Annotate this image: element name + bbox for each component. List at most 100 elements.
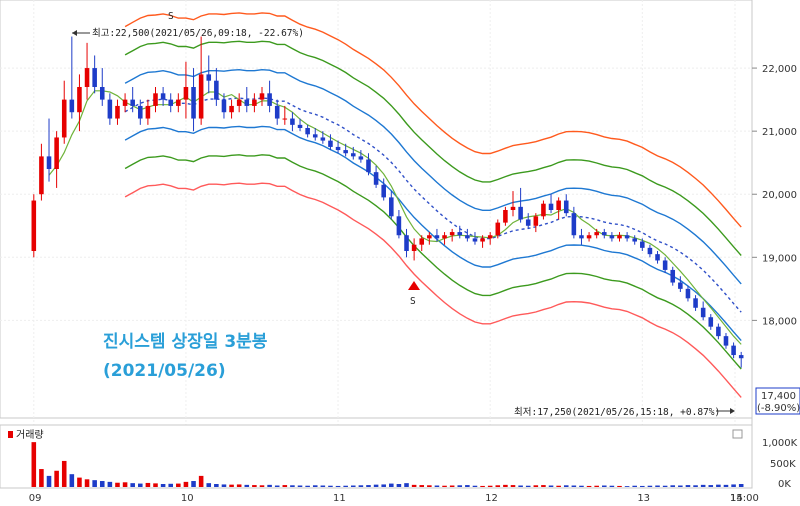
candle <box>77 74 82 132</box>
volume-bar <box>723 484 729 487</box>
volume-bar <box>579 485 584 487</box>
volume-bar <box>442 485 447 487</box>
band-upper-1 <box>124 68 742 285</box>
candle <box>525 213 531 229</box>
candle <box>381 178 386 201</box>
candle <box>373 165 379 188</box>
candle <box>221 93 227 119</box>
candle-body <box>411 244 417 251</box>
candle <box>472 232 478 245</box>
candle-body <box>480 238 485 242</box>
candle-body <box>328 140 333 147</box>
candle <box>427 232 432 245</box>
volume-bar <box>77 477 82 487</box>
volume-bar <box>434 485 440 487</box>
candle-body <box>153 93 158 106</box>
candle <box>61 80 67 144</box>
candle <box>69 36 75 119</box>
candle-body <box>168 99 173 106</box>
candle-body <box>738 355 744 359</box>
candle-body <box>693 298 698 308</box>
candle-body <box>274 105 280 119</box>
volume-bar <box>138 483 143 487</box>
volume-expand-icon[interactable] <box>732 429 743 439</box>
candle-body <box>541 203 546 217</box>
candle <box>487 232 493 245</box>
volume-bar <box>586 485 592 487</box>
candle-body <box>716 326 721 337</box>
volume-bar <box>297 485 303 487</box>
candle-body <box>320 137 326 141</box>
band-upper-2 <box>124 40 742 256</box>
candle-body <box>160 93 166 100</box>
candle-body <box>685 288 691 299</box>
candle <box>31 194 37 258</box>
candle-body <box>176 99 181 106</box>
candle-body <box>69 99 75 113</box>
volume-bar <box>487 485 493 487</box>
candle <box>670 266 676 286</box>
candle <box>586 232 592 242</box>
band-lower-2 <box>124 154 742 370</box>
volume-bar <box>662 485 668 487</box>
candle <box>252 93 257 113</box>
volume-bar <box>708 485 714 487</box>
candle-body <box>259 93 265 100</box>
candle-body <box>297 124 303 128</box>
candle-body <box>609 235 615 239</box>
candle <box>602 228 607 239</box>
volume-bar <box>465 485 470 487</box>
candle-body <box>571 213 577 236</box>
volume-bar <box>290 485 295 487</box>
volume-bar <box>525 485 531 487</box>
volume-bar <box>449 485 455 487</box>
volume-bar <box>343 485 348 487</box>
candle-body <box>700 307 706 318</box>
candle <box>685 285 691 302</box>
candle-body <box>731 345 736 356</box>
candle-body <box>487 235 493 239</box>
volume-bar <box>700 484 706 487</box>
candle <box>366 153 371 176</box>
s-marker-bottom: S <box>410 296 416 307</box>
volume-bar <box>693 485 698 487</box>
candle-body <box>236 99 242 106</box>
volume-bar <box>655 485 660 487</box>
candle-body <box>525 219 531 226</box>
candle <box>244 87 250 113</box>
candle <box>99 68 105 106</box>
volume-bar <box>366 485 371 487</box>
volume-bar <box>541 485 546 487</box>
volume-bar <box>716 484 721 487</box>
candle <box>138 99 143 125</box>
volume-bar <box>312 485 318 487</box>
candle <box>115 99 120 125</box>
volume-bar <box>31 442 37 487</box>
volume-bar <box>678 485 683 487</box>
candle-body <box>670 269 676 283</box>
volume-bar <box>198 475 204 487</box>
volume-bar <box>320 485 326 487</box>
candle <box>662 257 668 274</box>
volume-bar <box>472 485 478 487</box>
volume-bar <box>221 484 227 487</box>
y-tick-label: 18,000 <box>762 316 797 327</box>
volume-bar <box>274 485 280 487</box>
volume-bar <box>457 485 463 487</box>
candle-body <box>99 87 105 100</box>
candle <box>320 131 326 144</box>
candle <box>609 232 615 242</box>
volume-bar <box>145 482 151 487</box>
candle-body <box>214 80 219 100</box>
candle <box>449 228 455 242</box>
candle-body <box>708 317 714 327</box>
candle <box>632 235 637 245</box>
candle <box>122 93 128 113</box>
candle-body <box>191 87 196 119</box>
candle-body <box>518 206 523 220</box>
candle-body <box>723 336 729 346</box>
chart-annotation-title: 진시스템 상장일 3분봉 <box>103 332 268 352</box>
candle <box>731 342 736 359</box>
candle-body <box>662 260 668 270</box>
